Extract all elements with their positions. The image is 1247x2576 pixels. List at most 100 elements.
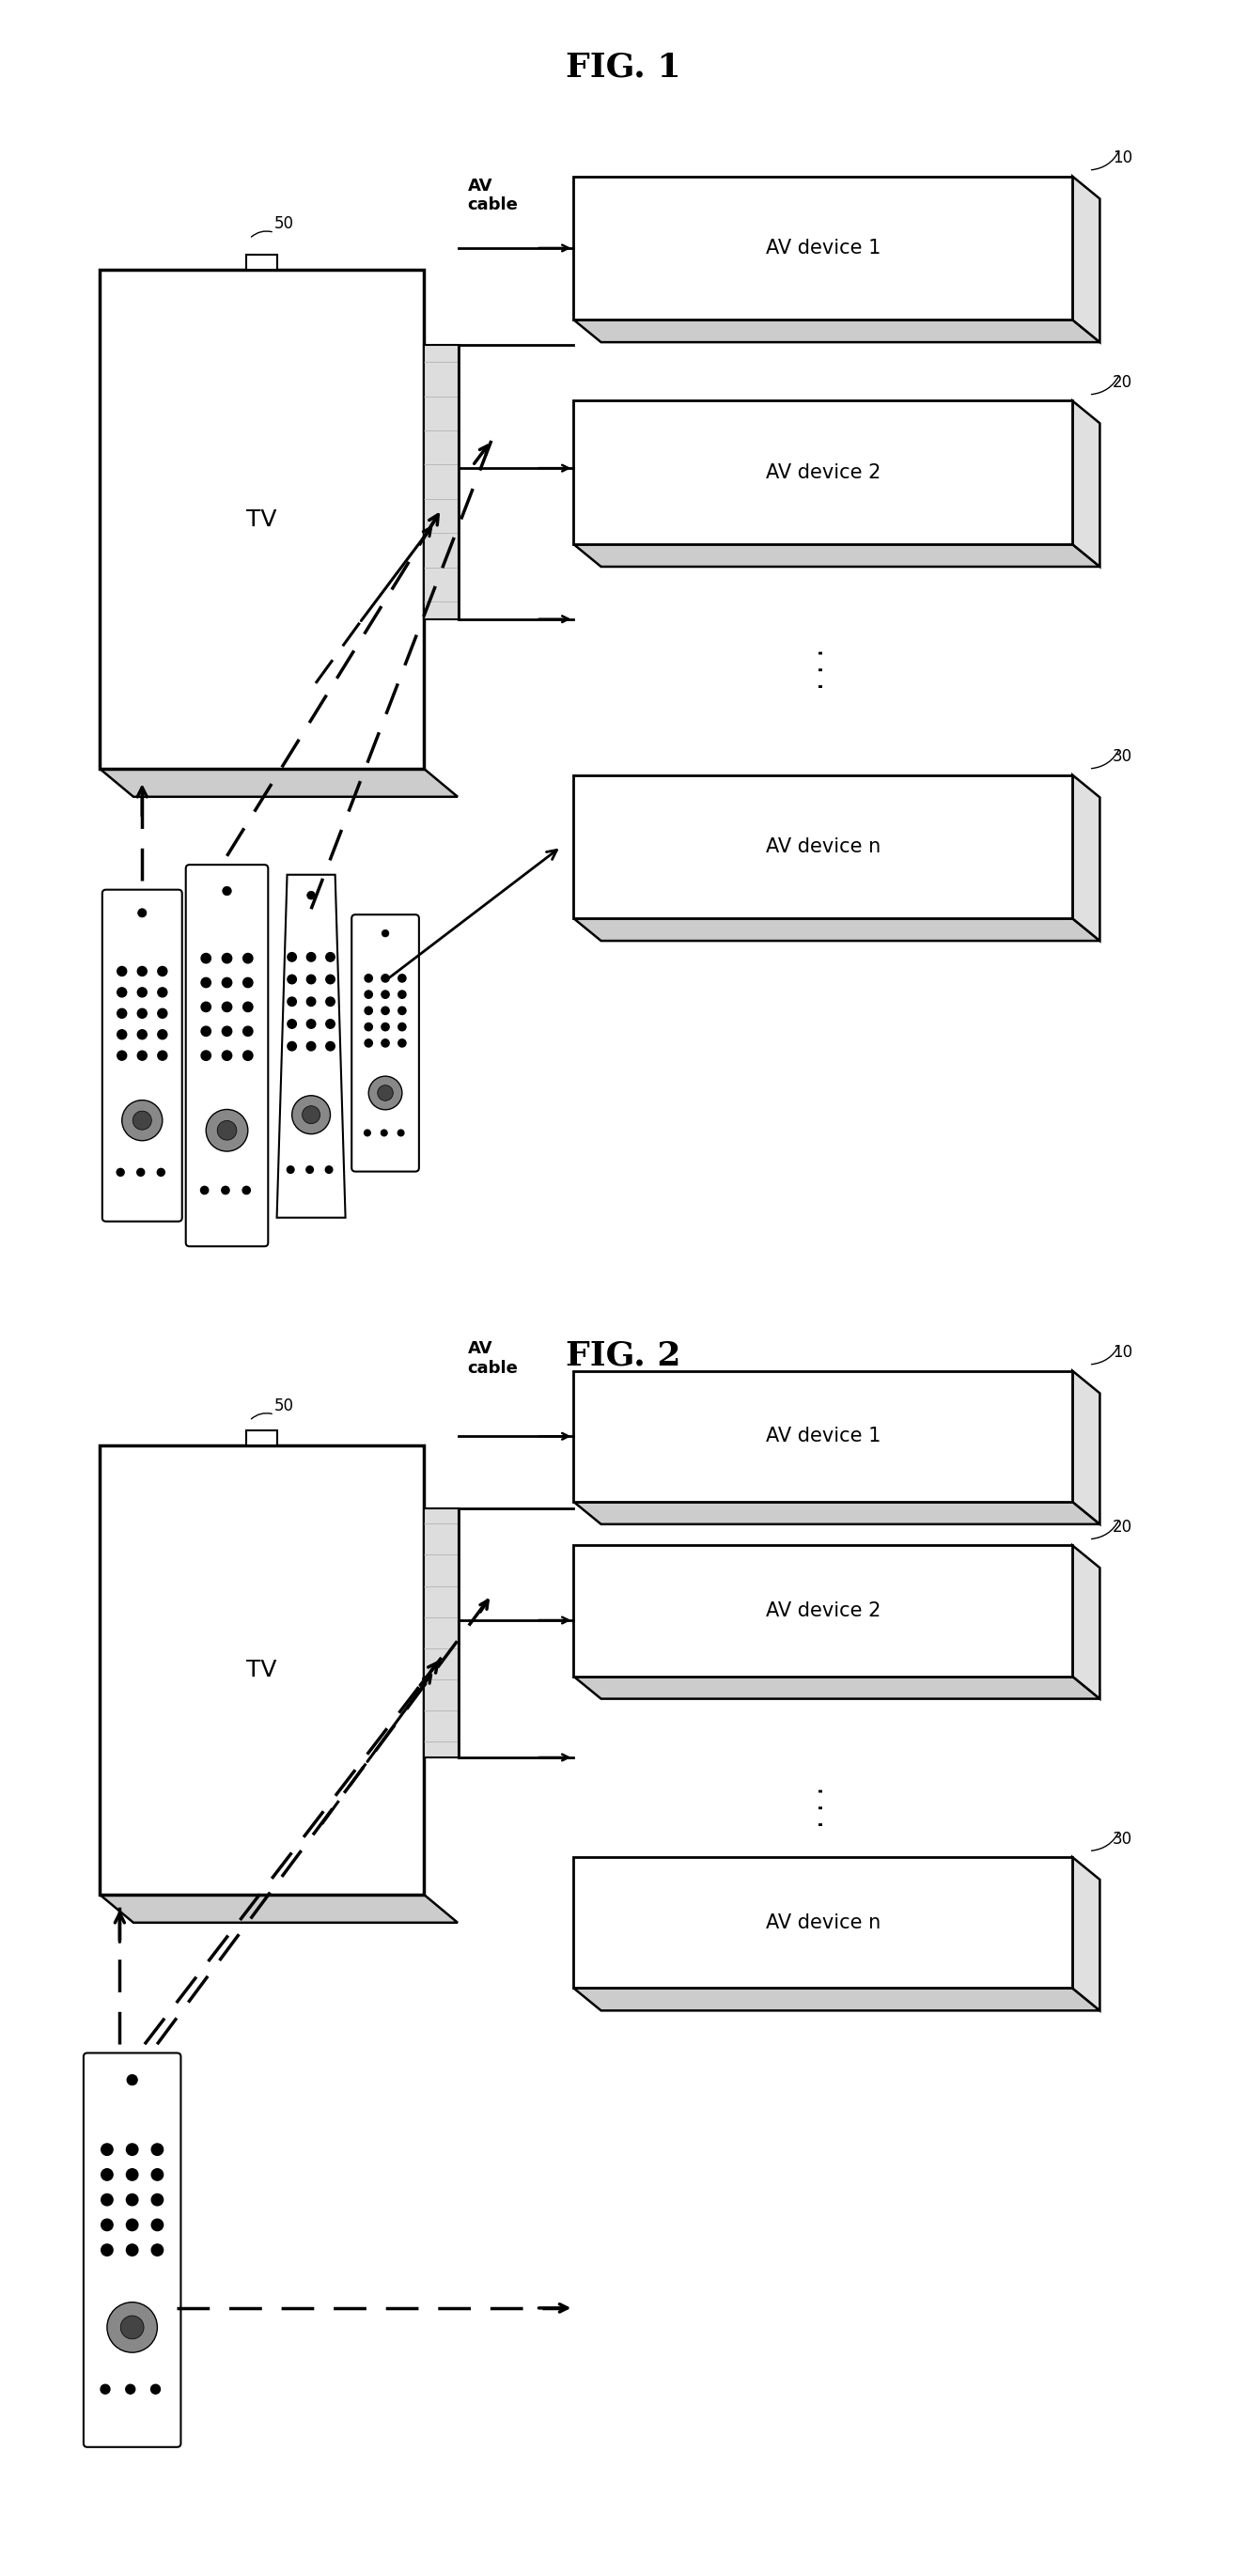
Circle shape (201, 953, 211, 963)
Text: · · ·: · · · (809, 1785, 837, 1829)
Circle shape (364, 992, 373, 999)
Polygon shape (574, 920, 1100, 940)
Text: 10: 10 (1112, 149, 1132, 167)
Circle shape (127, 2074, 137, 2087)
Text: TV: TV (247, 507, 277, 531)
Circle shape (137, 1030, 147, 1038)
Polygon shape (574, 319, 1100, 343)
Polygon shape (1072, 1546, 1100, 1698)
Circle shape (222, 1002, 232, 1012)
Circle shape (288, 1020, 297, 1028)
Text: AV device 2: AV device 2 (766, 464, 880, 482)
Circle shape (243, 1002, 253, 1012)
Polygon shape (277, 876, 345, 1218)
Circle shape (243, 979, 253, 987)
Circle shape (151, 2195, 163, 2205)
Circle shape (201, 979, 211, 987)
Circle shape (325, 997, 334, 1007)
Circle shape (122, 1100, 162, 1141)
Circle shape (117, 987, 127, 997)
Circle shape (325, 974, 334, 984)
Text: AV device 1: AV device 1 (766, 240, 880, 258)
Circle shape (222, 1051, 232, 1061)
Circle shape (101, 2218, 113, 2231)
Polygon shape (100, 1893, 458, 1922)
Text: 20: 20 (1112, 1517, 1132, 1535)
Circle shape (101, 2385, 110, 2393)
Circle shape (137, 1010, 147, 1018)
Text: AV
cable: AV cable (468, 178, 519, 214)
Circle shape (243, 953, 253, 963)
Circle shape (101, 2244, 113, 2257)
Circle shape (117, 1030, 127, 1038)
Circle shape (117, 1010, 127, 1018)
Polygon shape (1072, 175, 1100, 343)
Text: AV device n: AV device n (766, 1914, 880, 1932)
Text: 50: 50 (274, 1399, 294, 1414)
Text: AV device 2: AV device 2 (766, 1602, 880, 1620)
Circle shape (382, 1007, 389, 1015)
Circle shape (369, 1077, 402, 1110)
Text: AV device 1: AV device 1 (766, 1427, 880, 1445)
Circle shape (222, 979, 232, 987)
Text: FIG. 1: FIG. 1 (566, 52, 681, 82)
Circle shape (307, 1041, 315, 1051)
Polygon shape (1072, 775, 1100, 940)
Circle shape (101, 2143, 113, 2156)
Circle shape (151, 2218, 163, 2231)
Text: AV
cable: AV cable (468, 1340, 519, 1378)
Polygon shape (574, 544, 1100, 567)
Circle shape (126, 2169, 138, 2179)
Circle shape (151, 2143, 163, 2156)
Text: FIG. 2: FIG. 2 (566, 1340, 681, 1370)
Circle shape (364, 1007, 373, 1015)
Polygon shape (100, 1445, 424, 1893)
Circle shape (101, 2195, 113, 2205)
Polygon shape (574, 1546, 1072, 1677)
Circle shape (307, 953, 315, 961)
Circle shape (217, 1121, 237, 1141)
Text: 30: 30 (1112, 1832, 1132, 1847)
Circle shape (157, 1030, 167, 1038)
Circle shape (288, 997, 297, 1007)
Polygon shape (100, 768, 458, 796)
Circle shape (364, 1131, 370, 1136)
Circle shape (398, 1131, 404, 1136)
Circle shape (307, 997, 315, 1007)
Circle shape (325, 1041, 334, 1051)
Polygon shape (247, 1430, 277, 1445)
Polygon shape (1072, 1857, 1100, 2012)
FancyBboxPatch shape (352, 914, 419, 1172)
Circle shape (137, 966, 147, 976)
Circle shape (288, 1041, 297, 1051)
Circle shape (325, 1020, 334, 1028)
Text: · · ·: · · · (809, 649, 837, 690)
Circle shape (242, 1188, 251, 1195)
Circle shape (398, 974, 407, 981)
Circle shape (382, 992, 389, 999)
Polygon shape (574, 775, 1072, 920)
FancyBboxPatch shape (84, 2053, 181, 2447)
Circle shape (157, 1010, 167, 1018)
Circle shape (126, 2218, 138, 2231)
Circle shape (307, 1020, 315, 1028)
Circle shape (157, 966, 167, 976)
Circle shape (398, 1038, 407, 1046)
Circle shape (398, 1023, 407, 1030)
Circle shape (151, 2244, 163, 2257)
Circle shape (157, 987, 167, 997)
Circle shape (201, 1188, 208, 1195)
Circle shape (201, 1025, 211, 1036)
Polygon shape (574, 1370, 1072, 1502)
FancyBboxPatch shape (186, 866, 268, 1247)
Circle shape (222, 1188, 229, 1195)
Circle shape (382, 1023, 389, 1030)
Polygon shape (574, 1857, 1072, 1989)
Circle shape (287, 1167, 294, 1172)
Polygon shape (424, 1507, 459, 1757)
Circle shape (117, 1051, 127, 1061)
Circle shape (117, 966, 127, 976)
Circle shape (302, 1105, 320, 1123)
FancyBboxPatch shape (102, 889, 182, 1221)
Circle shape (201, 1051, 211, 1061)
